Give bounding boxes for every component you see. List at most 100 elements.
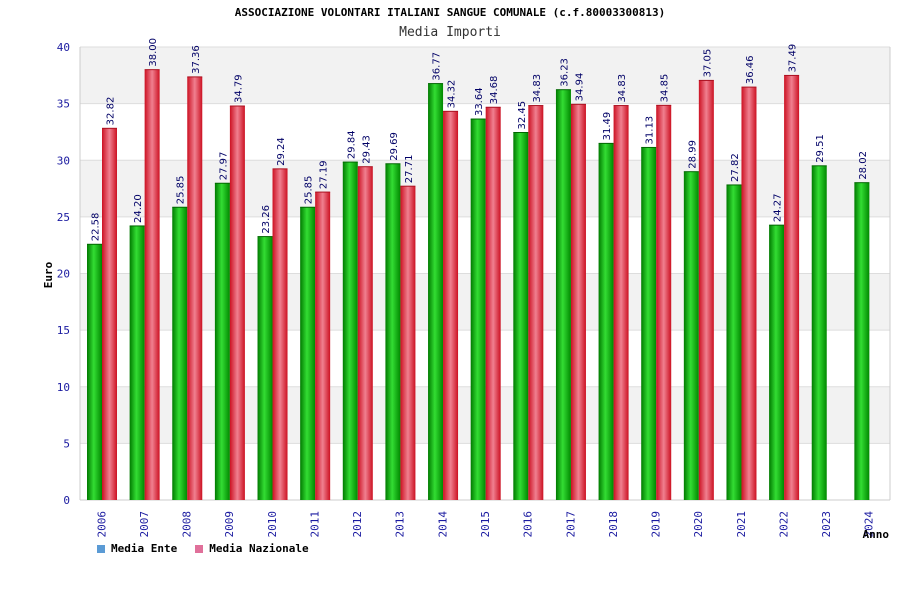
bar-media-ente [129,225,145,500]
y-tick-label: 25 [57,211,70,224]
data-label: 36.77 [432,52,443,81]
bar-media-ente [428,83,444,501]
data-label: 36.23 [559,58,570,87]
bar-media-nazionale [656,105,672,500]
data-label: 28.99 [687,140,698,169]
data-label: 38.00 [148,38,159,67]
bar-media-nazionale [400,186,416,500]
bar-media-ente [811,165,827,500]
data-label: 37.05 [702,49,713,78]
bar-media-ente [172,207,188,500]
bar-media-nazionale [570,104,586,500]
data-label: 24.20 [133,194,144,223]
data-label: 34.94 [574,73,585,102]
data-label: 34.68 [489,76,500,105]
y-tick-label: 40 [57,41,70,54]
data-label: 34.83 [617,74,628,103]
bar-media-nazionale [315,192,331,501]
x-tick-label: 2024 [863,511,876,538]
x-tick-label: 2020 [692,511,705,538]
bar-media-ente [726,184,742,500]
data-label: 37.49 [788,44,799,73]
bar-media-ente [555,89,571,500]
bar-media-nazionale [528,105,544,501]
legend-label-media-ente: Media Ente [111,542,178,555]
bar-media-nazionale [102,128,117,500]
data-label: 32.45 [517,101,528,130]
legend: Media Ente Media Nazionale [97,542,309,555]
y-tick-label: 30 [57,154,70,167]
x-tick-label: 2010 [266,511,279,538]
data-label: 32.82 [106,97,117,126]
data-label: 29.51 [815,134,826,163]
bar-media-nazionale [784,75,800,500]
legend-item-media-nazionale: Media Nazionale [195,542,309,555]
x-tick-label: 2016 [522,511,535,538]
data-label: 27.97 [218,152,229,181]
bar-media-ente [769,225,785,500]
y-tick-label: 10 [57,381,70,394]
data-label: 36.46 [745,55,756,84]
data-label: 25.85 [304,176,315,205]
data-label: 22.58 [91,213,102,242]
bar-media-ente [87,244,102,500]
data-label: 34.79 [233,74,244,103]
x-axis-label: Anno [863,528,890,541]
data-label: 27.82 [730,153,741,182]
bar-media-nazionale [144,69,160,501]
y-axis-label: Euro [42,261,55,288]
bar-media-ente [257,236,273,500]
bar-media-ente [385,163,401,501]
bar-media-ente [342,162,358,500]
y-tick-label: 5 [63,437,70,450]
x-tick-label: 2009 [223,511,236,538]
data-label: 23.26 [261,205,272,234]
x-tick-label: 2015 [479,511,492,538]
bar-media-nazionale [741,87,757,500]
legend-item-media-ente: Media Ente [97,542,177,555]
x-tick-label: 2018 [607,511,620,538]
data-label: 29.24 [276,137,287,166]
bar-media-nazionale [357,166,373,500]
legend-label-media-nazionale: Media Nazionale [209,542,309,555]
y-tick-label: 20 [57,268,70,281]
x-tick-label: 2011 [308,511,321,538]
data-label: 28.02 [858,151,869,180]
bar-media-ente [214,183,230,500]
legend-swatch-media-nazionale [195,544,204,553]
x-tick-label: 2013 [394,511,407,538]
y-tick-label: 15 [57,324,70,337]
bar-media-nazionale [485,107,501,501]
data-label: 33.64 [474,87,485,116]
x-tick-label: 2006 [95,511,108,538]
bar-media-ente [470,119,486,500]
data-label: 34.85 [660,74,671,103]
bar-media-ente [641,147,657,500]
x-tick-label: 2008 [181,511,194,538]
bar-media-ente [683,171,699,501]
bar-media-ente [513,132,529,500]
bar-media-nazionale [698,80,714,500]
chart-subtitle: Media Importi [399,25,501,40]
data-label: 31.13 [645,116,656,145]
y-tick-label: 35 [57,98,70,111]
x-tick-label: 2021 [735,511,748,538]
data-label: 29.84 [346,130,357,159]
x-tick-label: 2017 [564,511,577,538]
data-label: 27.19 [319,160,330,189]
data-label: 34.32 [447,80,458,109]
bar-media-ente [598,143,614,501]
bar-media-nazionale [187,76,203,500]
bar-media-nazionale [272,168,288,500]
data-label: 24.27 [773,194,784,223]
x-tick-label: 2012 [351,511,364,538]
data-label: 27.71 [404,155,415,184]
x-tick-label: 2023 [820,511,833,538]
bar-media-nazionale [613,105,629,501]
chart-title: ASSOCIAZIONE VOLONTARI ITALIANI SANGUE C… [234,6,666,19]
y-tick-label: 0 [63,494,70,507]
x-tick-label: 2014 [436,511,449,538]
bar-media-ente [854,182,870,500]
data-label: 29.69 [389,132,400,161]
